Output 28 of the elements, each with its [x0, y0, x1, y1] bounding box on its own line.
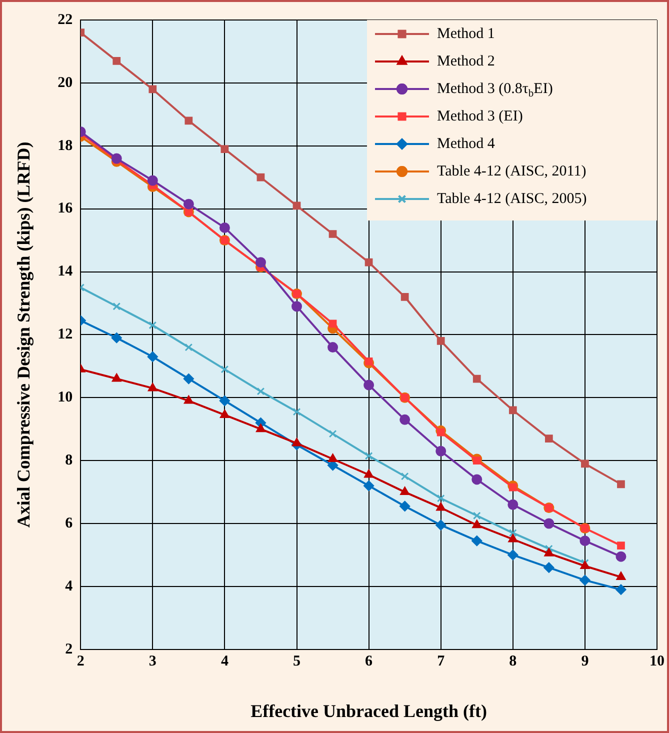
x-tick-label: 3: [148, 653, 156, 670]
x-tick-label: 5: [293, 653, 300, 670]
y-axis-title: Axial Compressive Design Strength (kips) (LRFD): [13, 142, 34, 528]
x-axis-title: Effective Unbraced Length (ft): [250, 700, 488, 721]
y-tick-label: 14: [58, 264, 74, 280]
y-tick-label: 2: [65, 641, 73, 658]
y-tick-label: 4: [65, 578, 74, 594]
legend-label: Method 3 (EI): [437, 108, 523, 124]
y-tick-label: 6: [65, 515, 74, 532]
x-tick-label: 7: [437, 653, 446, 670]
x-tick-label: 9: [581, 653, 589, 670]
y-tick-label: 20: [58, 74, 73, 91]
legend-label: Table 4-12 (AISC, 2005): [437, 190, 587, 207]
x-tick-label: 4: [220, 653, 229, 670]
x-tick-label: 2: [76, 653, 84, 670]
y-tick-label: 12: [58, 326, 73, 343]
x-tick-label: 8: [509, 653, 517, 670]
y-tick-label: 16: [58, 200, 74, 217]
y-tick-label: 18: [58, 138, 73, 154]
legend-label: Method 2: [437, 53, 495, 70]
y-tick-label: 8: [65, 452, 73, 468]
legend-label: Table 4-12 (AISC, 2011): [437, 163, 586, 180]
legend-label: Method 1: [437, 26, 495, 42]
y-tick-label: 22: [58, 12, 73, 28]
x-tick-label: 6: [365, 653, 374, 670]
legend-label: Method 4: [437, 136, 496, 152]
x-tick-label: 10: [650, 653, 664, 670]
y-tick-label: 10: [58, 390, 73, 406]
